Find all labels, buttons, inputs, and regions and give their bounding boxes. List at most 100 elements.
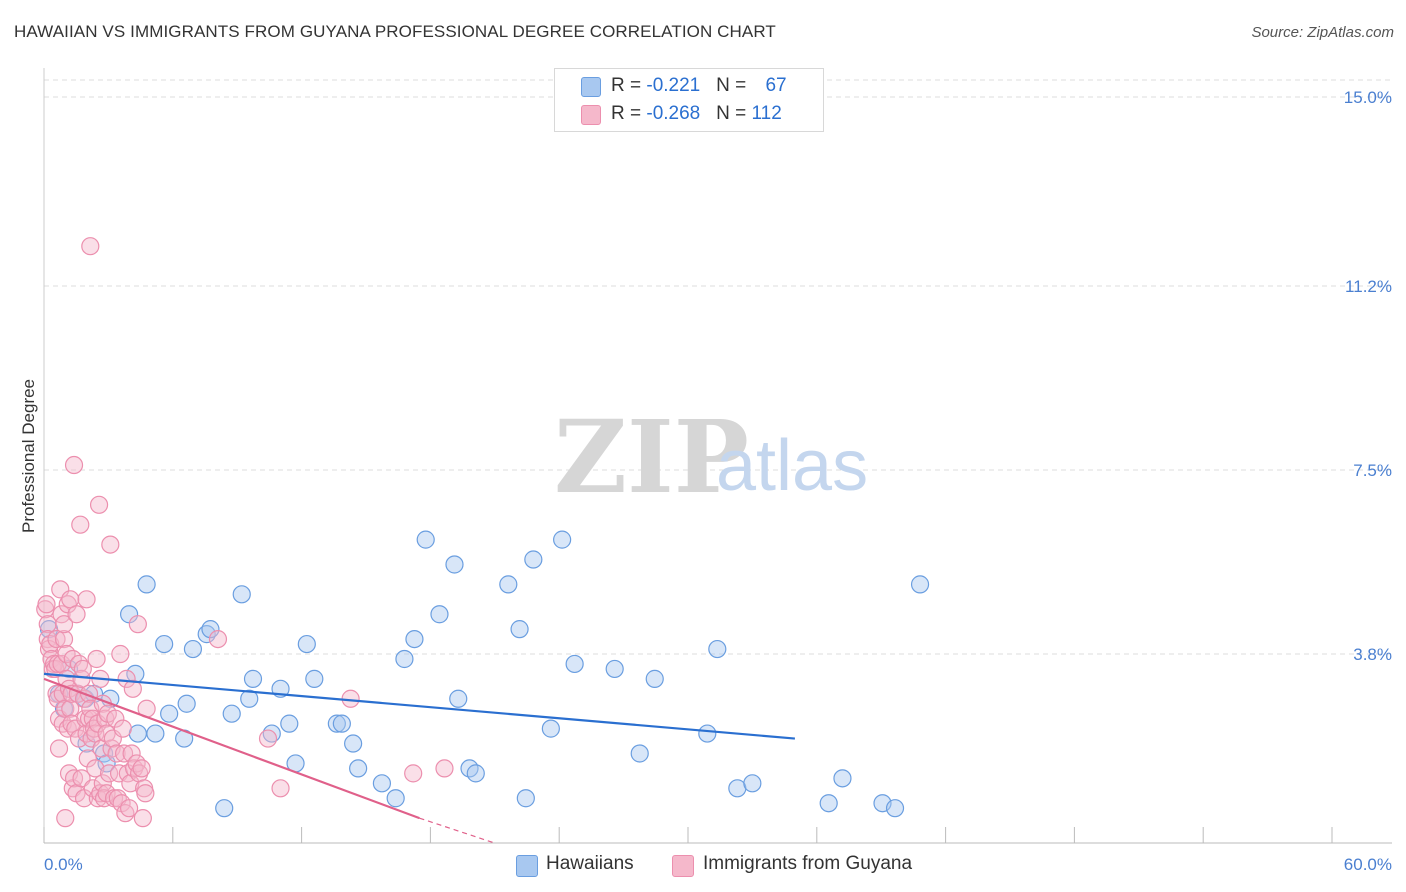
data-point [222, 704, 241, 723]
series-guyana [36, 237, 454, 828]
data-point [183, 639, 203, 659]
data-point [516, 789, 535, 808]
data-point [128, 615, 147, 634]
data-point [146, 724, 165, 743]
data-point [101, 535, 120, 554]
data-point [332, 714, 351, 733]
x-tick-label-max: 60.0% [1344, 855, 1392, 874]
data-point [87, 649, 106, 669]
data-point [435, 759, 454, 778]
legend-n-label: N = [716, 75, 752, 96]
data-point [99, 764, 119, 783]
data-point [349, 759, 368, 778]
y-tick-label: 15.0% [1344, 88, 1392, 107]
data-point [405, 629, 424, 649]
data-point [111, 644, 130, 664]
data-point [280, 714, 299, 733]
data-point [708, 639, 727, 659]
data-point [120, 799, 139, 818]
data-point [133, 809, 152, 828]
trend-line-extension-guyana [419, 817, 495, 844]
data-point [445, 555, 464, 574]
data-point [605, 659, 624, 679]
data-point [155, 634, 174, 654]
watermark: ZIP atlas [554, 398, 868, 516]
data-point [728, 779, 747, 798]
axes [43, 68, 1392, 844]
data-point [38, 615, 57, 634]
data-point [137, 575, 156, 594]
y-tick-label: 3.8% [1353, 645, 1392, 664]
data-point [136, 784, 155, 803]
data-point [565, 654, 584, 674]
data-point [258, 729, 278, 748]
data-point [56, 809, 75, 828]
data-point [215, 799, 234, 818]
data-point [743, 774, 762, 793]
data-point [430, 605, 449, 624]
data-point [297, 634, 316, 654]
data-point [89, 495, 109, 514]
data-point [96, 709, 115, 728]
legend-r-label: R = [611, 75, 647, 96]
x-tick-label-min: 0.0% [44, 855, 83, 874]
source-label: Source: ZipAtlas.com [1251, 24, 1394, 41]
data-point [327, 714, 346, 733]
data-point [698, 724, 717, 743]
bottom-legend-label-guyana: Immigrants from Guyana [703, 853, 913, 874]
data-point [833, 769, 852, 788]
data-point [54, 629, 74, 649]
bottom-legend-swatch-hawaiians [516, 855, 538, 877]
watermark-zip: ZIP [554, 398, 749, 516]
data-point [94, 789, 114, 808]
data-point [114, 744, 134, 763]
data-point [77, 590, 96, 609]
data-point [232, 585, 251, 604]
gridlines [44, 79, 1392, 655]
legend-r-value: -0.268 [646, 103, 701, 124]
data-point [208, 629, 228, 649]
data-point [466, 764, 485, 783]
data-point [510, 620, 529, 639]
legend-row-guyana: R = -0.268 N = 112 [555, 101, 823, 129]
trend-line-guyana [43, 677, 420, 820]
y-axis-label: Professional Degree [19, 379, 38, 533]
data-point [54, 615, 74, 634]
data-point [344, 734, 363, 753]
data-point [113, 719, 132, 738]
data-point [64, 769, 84, 788]
legend-n-value: 112 [751, 103, 782, 124]
y-tick-label: 7.5% [1353, 461, 1392, 480]
data-point [271, 779, 290, 798]
data-point [93, 774, 112, 793]
data-point [404, 764, 423, 783]
data-point [201, 620, 220, 639]
data-point [386, 789, 405, 808]
watermark-atlas: atlas [716, 426, 868, 506]
data-point [160, 704, 179, 723]
data-point [305, 669, 324, 688]
data-point [117, 669, 136, 688]
legend-row-hawaiians: R = -0.221 N = 67 [555, 73, 823, 101]
tick-labels: 3.8% 7.5% 11.2% 15.0% 0.0% 60.0% [44, 88, 1392, 874]
y-tick-label: 11.2% [1345, 277, 1392, 296]
trend-line-hawaiians [43, 672, 795, 740]
data-point [67, 605, 86, 624]
legend-swatch-hawaiians [581, 77, 601, 97]
data-point [78, 749, 97, 768]
data-point [645, 669, 664, 688]
data-point [107, 744, 126, 763]
data-point [132, 759, 151, 778]
legend-n-value: 67 [765, 75, 787, 96]
data-point [64, 455, 84, 475]
stats-legend: R = -0.221 N = 67 R = -0.268 N = 112 [554, 68, 824, 132]
data-point [81, 237, 100, 256]
bottom-legend-label-hawaiians: Hawaiians [546, 853, 634, 874]
data-point [372, 774, 392, 793]
data-point [910, 575, 930, 594]
data-point [106, 709, 125, 728]
legend-swatch-guyana [581, 105, 601, 125]
data-point [499, 575, 518, 594]
chart-title: HAWAIIAN VS IMMIGRANTS FROM GUYANA PROFE… [14, 22, 776, 41]
